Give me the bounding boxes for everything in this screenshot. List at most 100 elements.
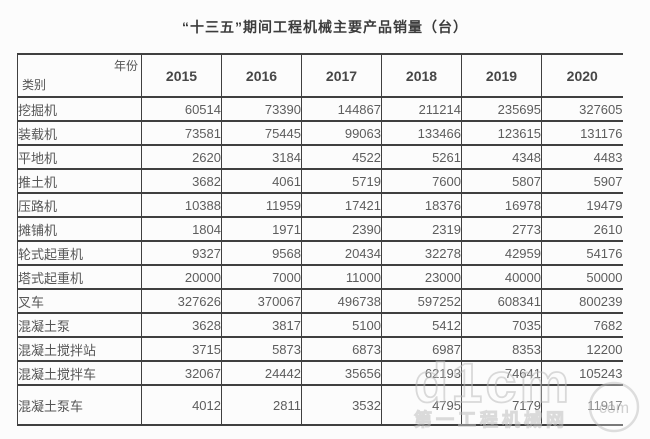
value-cell: 496738: [301, 289, 382, 314]
table-row: 混凝土搅拌站 3715 5873 6873 6987 8353 12200: [17, 337, 623, 362]
value-cell: 2773: [461, 217, 542, 242]
value-cell: 327626: [141, 289, 222, 314]
value-cell: 4795: [381, 385, 462, 426]
table-row: 装载机 73581 75445 99063 133466 123615 131176: [17, 121, 623, 146]
value-cell: 3817: [221, 313, 302, 338]
category-cell: 压路机: [17, 193, 142, 218]
category-cell: 混凝土泵: [17, 313, 142, 338]
value-cell: 327605: [541, 97, 623, 122]
value-cell: 5412: [381, 313, 462, 338]
value-cell: 131176: [541, 121, 623, 146]
value-cell: 5261: [381, 145, 462, 170]
year-header-row: 年份 类别 2015 2016 2017 2018 2019 2020: [17, 54, 623, 98]
table-row: 混凝土泵 3628 3817 5100 5412 7035 7682: [17, 313, 623, 338]
table-row: 混凝土搅拌车 32067 24442 35656 62193 74641 105243: [17, 361, 623, 386]
value-cell: 5807: [461, 169, 542, 194]
value-cell: 144867: [301, 97, 382, 122]
value-cell: 370067: [221, 289, 302, 314]
table-row: 轮式起重机 9327 9568 20434 32278 42959 54176: [17, 241, 623, 266]
value-cell: 12200: [541, 337, 623, 362]
table-row: 平地机 2620 3184 4522 5261 4348 4483: [17, 145, 623, 170]
value-cell: 1971: [221, 217, 302, 242]
value-cell: 35656: [301, 361, 382, 386]
table-row: 混凝土泵车 4012 2811 3532 4795 7179 11917: [17, 385, 623, 426]
category-cell: 挖掘机: [17, 97, 142, 122]
value-cell: 211214: [381, 97, 462, 122]
value-cell: 23000: [381, 265, 462, 290]
value-cell: 50000: [541, 265, 623, 290]
year-header-cell: 2020: [541, 54, 623, 98]
value-cell: 73581: [141, 121, 222, 146]
value-cell: 17421: [301, 193, 382, 218]
value-cell: 18376: [381, 193, 462, 218]
value-cell: 4012: [141, 385, 222, 426]
value-cell: 54176: [541, 241, 623, 266]
category-cell: 推土机: [17, 169, 142, 194]
value-cell: 11917: [541, 385, 623, 426]
value-cell: 3715: [141, 337, 222, 362]
value-cell: 2390: [301, 217, 382, 242]
value-cell: 133466: [381, 121, 462, 146]
page-title: “十三五”期间工程机械主要产品销量（台）: [182, 19, 468, 35]
value-cell: 8353: [461, 337, 542, 362]
year-header-cell: 2019: [461, 54, 542, 98]
value-cell: 9327: [141, 241, 222, 266]
value-cell: 42959: [461, 241, 542, 266]
value-cell: 73390: [221, 97, 302, 122]
corner-header-cell: 年份 类别: [17, 54, 142, 98]
value-cell: 608341: [461, 289, 542, 314]
value-cell: 2319: [381, 217, 462, 242]
value-cell: 99063: [301, 121, 382, 146]
value-cell: 4348: [461, 145, 542, 170]
value-cell: 7035: [461, 313, 542, 338]
value-cell: 235695: [461, 97, 542, 122]
value-cell: 105243: [541, 361, 623, 386]
value-cell: 6987: [381, 337, 462, 362]
value-cell: 10388: [141, 193, 222, 218]
category-cell: 叉车: [17, 289, 142, 314]
year-header-cell: 2015: [141, 54, 222, 98]
value-cell: 800239: [541, 289, 623, 314]
category-cell: 装载机: [17, 121, 142, 146]
value-cell: 6873: [301, 337, 382, 362]
value-cell: 4522: [301, 145, 382, 170]
value-cell: 11959: [221, 193, 302, 218]
year-header-cell: 2016: [221, 54, 302, 98]
value-cell: 3682: [141, 169, 222, 194]
year-header-cell: 2018: [381, 54, 462, 98]
value-cell: 597252: [381, 289, 462, 314]
value-cell: 123615: [461, 121, 542, 146]
value-cell: 5719: [301, 169, 382, 194]
value-cell: 4061: [221, 169, 302, 194]
value-cell: 75445: [221, 121, 302, 146]
corner-category-label: 类别: [22, 78, 47, 92]
table-row: 挖掘机 60514 73390 144867 211214 235695 327605: [17, 97, 623, 122]
value-cell: 32278: [381, 241, 462, 266]
category-cell: 平地机: [17, 145, 142, 170]
value-cell: 74641: [461, 361, 542, 386]
sales-table: 年份 类别 2015 2016 2017 2018 2019 2020 挖掘机 60514 7…: [17, 53, 623, 426]
value-cell: 5100: [301, 313, 382, 338]
value-cell: 2610: [541, 217, 623, 242]
value-cell: 5907: [541, 169, 623, 194]
value-cell: 1804: [141, 217, 222, 242]
value-cell: 62193: [381, 361, 462, 386]
category-cell: 轮式起重机: [17, 241, 142, 266]
value-cell: 3532: [301, 385, 382, 426]
value-cell: 9568: [221, 241, 302, 266]
category-cell: 混凝土搅拌车: [17, 361, 142, 386]
value-cell: 2811: [221, 385, 302, 426]
category-cell: 塔式起重机: [17, 265, 142, 290]
table-row: 压路机 10388 11959 17421 18376 16978 19479: [17, 193, 623, 218]
table-row: 摊铺机 1804 1971 2390 2319 2773 2610: [17, 217, 623, 242]
table-row: 推土机 3682 4061 5719 7600 5807 5907: [17, 169, 623, 194]
value-cell: 20000: [141, 265, 222, 290]
value-cell: 24442: [221, 361, 302, 386]
year-header-cell: 2017: [301, 54, 382, 98]
table-body: 挖掘机 60514 73390 144867 211214 235695 327605 装载机…: [17, 97, 623, 426]
value-cell: 16978: [461, 193, 542, 218]
value-cell: 11000: [301, 265, 382, 290]
value-cell: 40000: [461, 265, 542, 290]
value-cell: 4483: [541, 145, 623, 170]
value-cell: 3184: [221, 145, 302, 170]
